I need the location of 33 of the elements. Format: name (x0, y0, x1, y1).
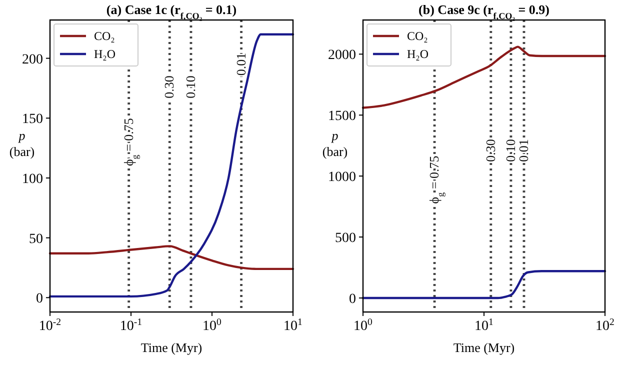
y-tick-label: 200 (22, 52, 43, 68)
y-axis-title: p (bar) (9, 128, 35, 159)
x-axis-title: Time (Myr) (140, 340, 202, 355)
legend-label: H₂O (407, 47, 429, 61)
annotation: 0.30 (482, 139, 498, 162)
legend-label: CO₂ (407, 29, 428, 43)
x-tick-label: 10$^{-1}$ (120, 316, 142, 334)
x-tick-label: 10$^{0}$ (202, 316, 222, 334)
y-tick-label: 50 (29, 232, 43, 247)
x-axis-title: Time (Myr) (453, 340, 515, 355)
x-tick-label: 10$^{1}$ (474, 316, 494, 334)
y-tick-label: 2000 (328, 48, 356, 64)
y-tick-label: 500 (335, 231, 356, 246)
annotation: 0.01 (233, 52, 248, 76)
y-tick-label: 0 (36, 292, 43, 307)
y-tick-label: 1500 (328, 109, 356, 124)
annotation: 0.10 (182, 76, 198, 98)
x-tick-label: 10$^{1}$ (284, 316, 303, 334)
y-tick-label: 100 (22, 172, 43, 187)
x-tick-label: 10$^{-2}$ (38, 316, 62, 334)
annotation: 0.01 (516, 139, 531, 162)
chart-title: (b) Case 9c (r$_{f,CO₂}$ = 0.9) (418, 2, 550, 21)
chart-title: (a) Case 1c (r$_{f,CO₂}$ = 0.1) (106, 2, 237, 21)
y-tick-label: 150 (22, 112, 43, 128)
x-tick-label: 10$^{2}$ (596, 316, 615, 334)
legend-label: CO₂ (94, 29, 115, 43)
legend-label: H₂O (94, 47, 116, 61)
y-axis-title: p (bar) (322, 128, 348, 159)
y-tick-label: 1000 (328, 170, 356, 186)
annotation: 0.30 (162, 76, 177, 98)
y-tick-label: 0 (349, 292, 356, 307)
x-tick-label: 10$^{0}$ (354, 316, 373, 334)
annotation: 0.10 (502, 139, 518, 162)
